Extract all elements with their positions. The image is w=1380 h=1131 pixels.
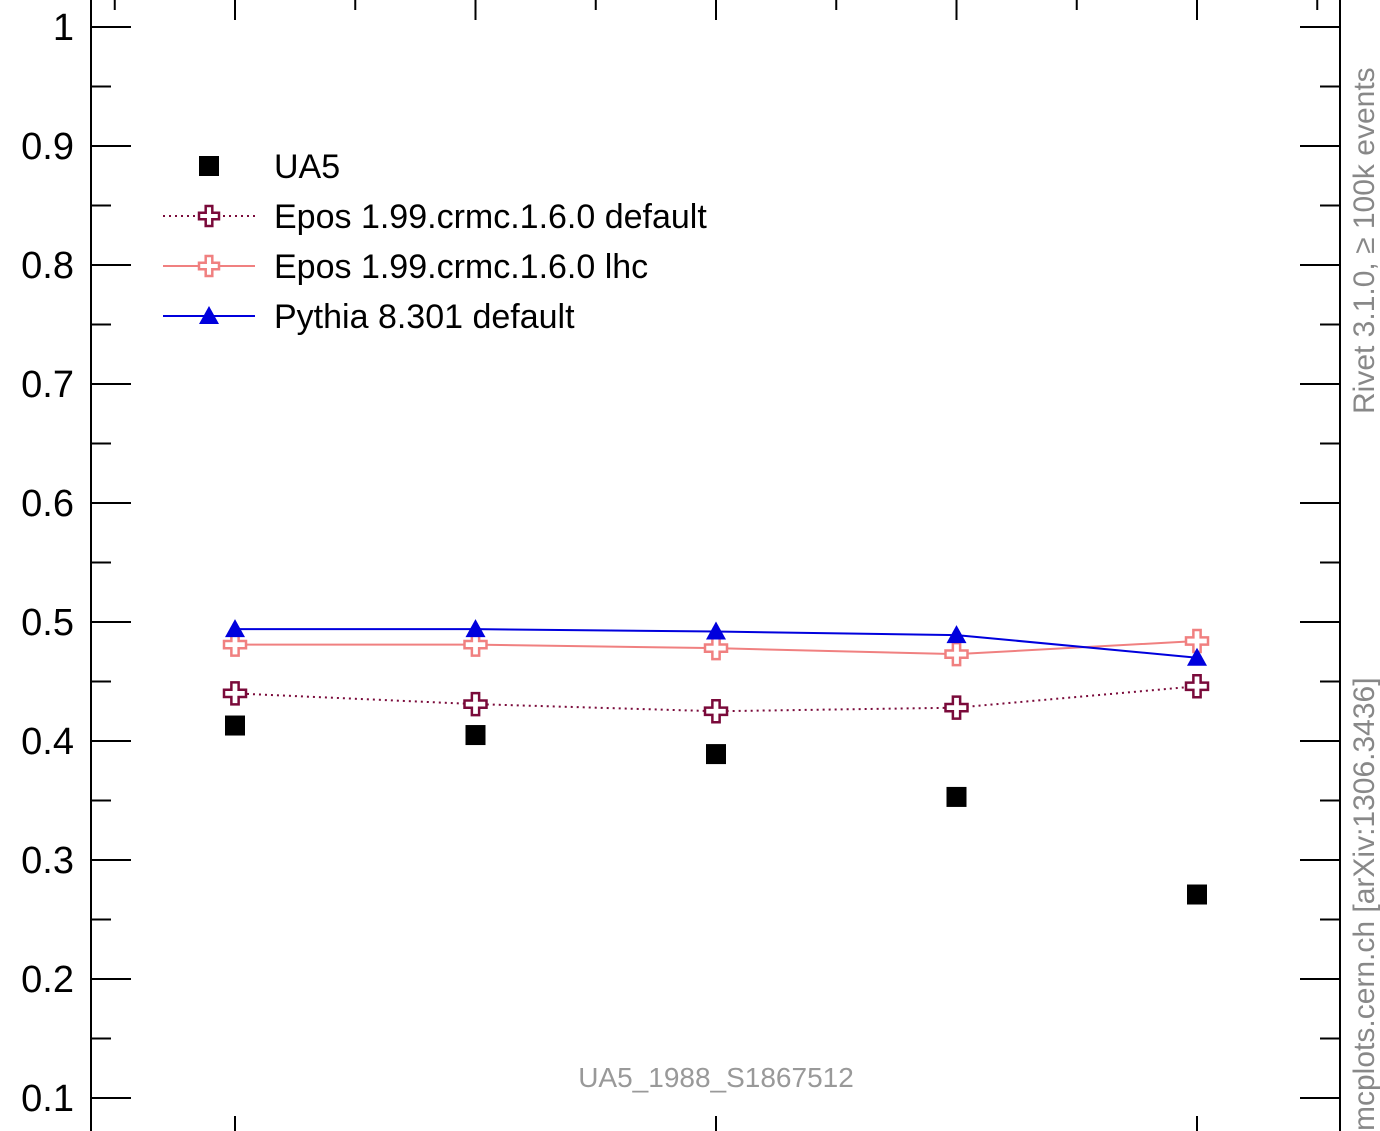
marker-epos-1-99-crmc-1-6-0-lhc — [703, 635, 729, 661]
marker-ua5 — [225, 715, 245, 736]
marker-epos-1-99-crmc-1-6-0-lhc — [1184, 628, 1210, 654]
y-tick-label: 0.3 — [21, 840, 74, 882]
y-tick-label: 0.7 — [21, 364, 74, 406]
marker-ua5 — [1187, 884, 1207, 905]
marker-pythia-8-301-default — [1187, 647, 1207, 666]
marker-pythia-8-301-default — [225, 619, 245, 638]
analysis-label: UA5_1988_S1867512 — [578, 1062, 854, 1093]
marker-ua5 — [946, 786, 967, 807]
marker-epos-1-99-crmc-1-6-0-lhc — [463, 632, 488, 657]
y-tick-label: 0.9 — [21, 126, 74, 168]
marker-epos-1-99-crmc-1-6-0-default — [944, 695, 969, 720]
marker-epos-1-99-crmc-1-6-0-lhc — [222, 632, 248, 657]
legend-item: UA5 — [199, 148, 340, 186]
y-tick-label: 0.8 — [21, 245, 74, 287]
legend-label: Pythia 8.301 default — [274, 298, 575, 336]
series-ua5 — [225, 715, 1207, 905]
legend-item: Epos 1.99.crmc.1.6.0 default — [163, 198, 707, 236]
x-axis-ticks — [113, 0, 1319, 1131]
series-layer — [222, 619, 1210, 905]
marker-epos-1-99-crmc-1-6-0-default — [703, 699, 729, 724]
marker-pythia-8-301-default — [706, 621, 726, 640]
marker-pythia-8-301-default — [946, 625, 967, 644]
marker-epos-1-99-crmc-1-6-0-default — [1184, 674, 1210, 699]
y-tick-label: 0.2 — [21, 959, 74, 1001]
series-epos-1-99-crmc-1-6-0-default — [222, 674, 1210, 724]
marker-ua5 — [465, 725, 486, 746]
marker-pythia-8-301-default — [465, 619, 486, 638]
series-epos-1-99-crmc-1-6-0-lhc — [222, 628, 1210, 667]
legend-item: Pythia 8.301 default — [163, 298, 575, 336]
legend-label: Epos 1.99.crmc.1.6.0 lhc — [274, 248, 648, 286]
y-tick-label: 1 — [53, 7, 74, 49]
rivet-version-label: Rivet 3.1.0, ≥ 100k events — [1348, 67, 1380, 414]
marker-epos-1-99-crmc-1-6-0-default — [222, 681, 248, 706]
y-tick-label: 0.4 — [21, 721, 74, 763]
legend-label: Epos 1.99.crmc.1.6.0 default — [274, 198, 707, 236]
mcplots-source-label: mcplots.cern.ch [arXiv:1306.3436] — [1348, 677, 1380, 1131]
y-tick-label: 0.5 — [21, 602, 74, 644]
y-tick-label: 0.6 — [21, 483, 74, 525]
y-axis-ticks: 1 0.9 0.8 0.7 0.6 0.5 0.4 0.3 0.2 0.1 — [21, 7, 1340, 1120]
marker-epos-1-99-crmc-1-6-0-lhc — [197, 254, 221, 278]
marker-epos-1-99-crmc-1-6-0-lhc — [944, 641, 969, 667]
marker-epos-1-99-crmc-1-6-0-default — [197, 204, 221, 228]
marker-pythia-8-301-default — [199, 306, 219, 324]
marker-epos-1-99-crmc-1-6-0-default — [463, 691, 488, 717]
legend-item: Epos 1.99.crmc.1.6.0 lhc — [163, 248, 648, 286]
plot-frame — [90, 0, 1341, 1131]
legend: UA5 Epos 1.99.crmc.1.6.0 default Epos 1.99… — [163, 148, 707, 336]
marker-ua5 — [706, 744, 726, 765]
marker-ua5 — [199, 156, 219, 176]
series-pythia-8-301-default — [225, 619, 1207, 666]
legend-label: UA5 — [274, 148, 340, 186]
y-tick-label: 0.1 — [21, 1078, 74, 1120]
